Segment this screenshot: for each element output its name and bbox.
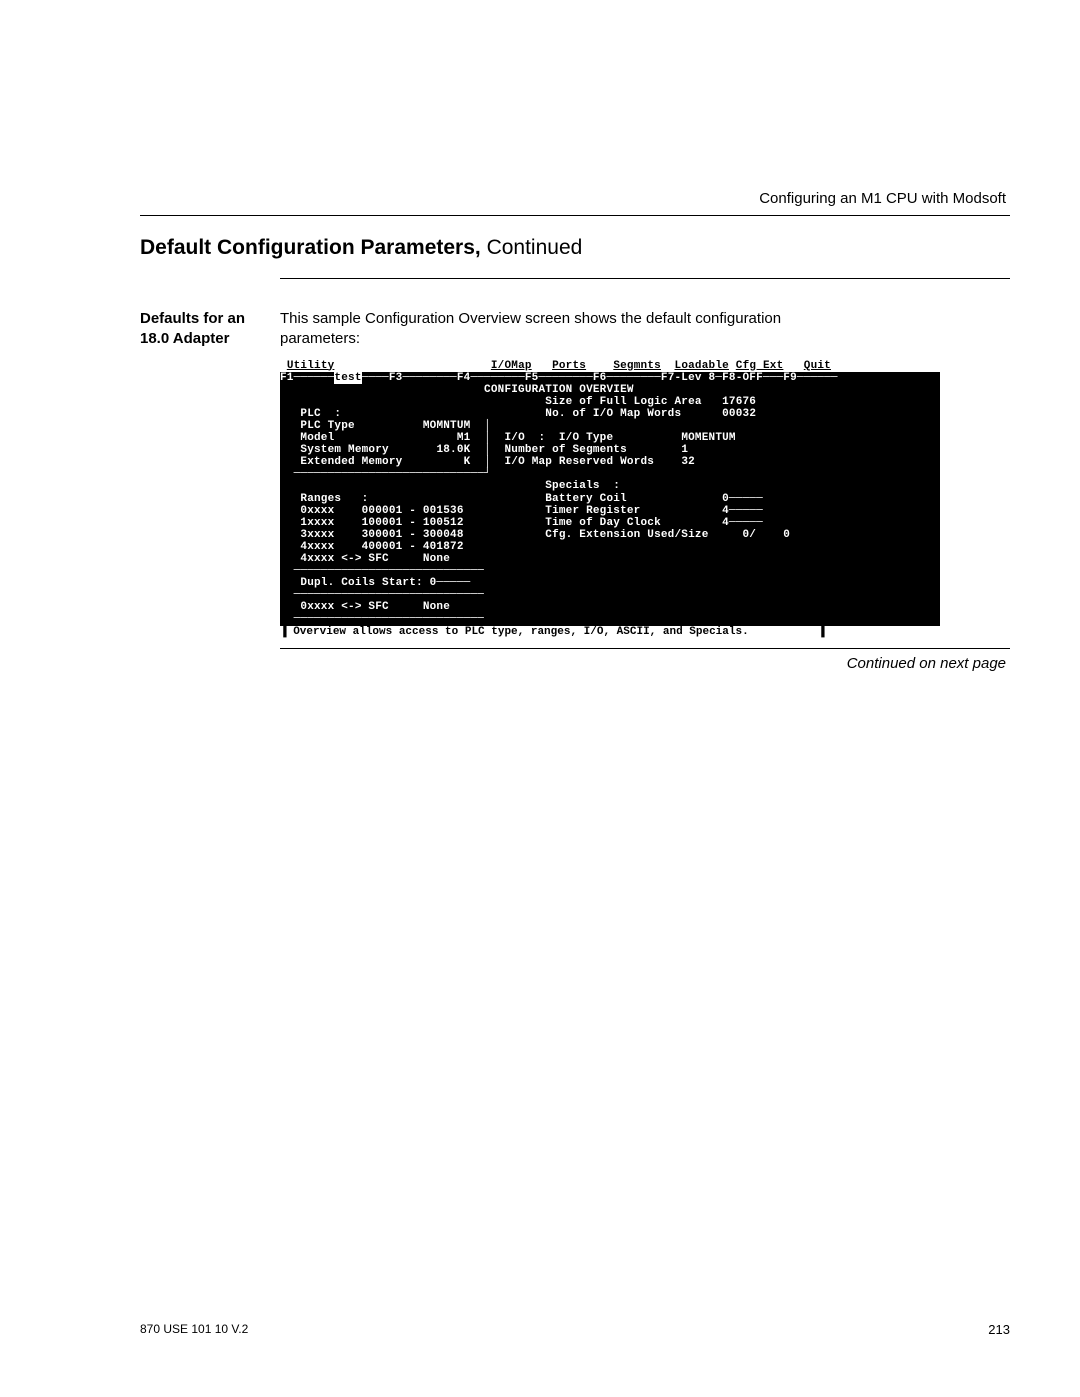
battery-coil: Battery Coil 0─────: [545, 493, 763, 505]
section-title-bold: Default Configuration Parameters,: [140, 236, 481, 259]
range-4: 4xxxx 400001 - 401872: [300, 541, 463, 553]
footer-page-number: 213: [988, 1322, 1010, 1337]
terminal: Utility I/OMap Ports Segmnts Loadable Cf…: [280, 360, 940, 626]
numseg-label: Number of Segments: [504, 444, 626, 456]
menu-utility: Utility: [287, 360, 335, 372]
dupl-coils: Dupl. Coils Start: 0─────: [300, 577, 470, 589]
menu-iomap: I/OMap: [491, 360, 532, 372]
menu-loadable: Loadable: [675, 360, 729, 372]
sysmem-value: 18.0K: [436, 444, 470, 456]
model-value: M1: [457, 432, 471, 444]
section-title: Default Configuration Parameters, Contin…: [140, 236, 1010, 260]
status-text: Overview allows access to PLC type, rang…: [287, 626, 749, 638]
section-title-rest: Continued: [481, 236, 583, 259]
model-label: Model: [300, 432, 334, 444]
sysmem-label: System Memory: [300, 444, 388, 456]
io-map-words-value: 00032: [722, 408, 756, 420]
io-map-words-label: No. of I/O Map Words: [545, 408, 681, 420]
menu-segmnts: Segmnts: [613, 360, 661, 372]
terminal-title: CONFIGURATION OVERVIEW: [484, 384, 634, 396]
ioreserved-value: 32: [681, 456, 695, 468]
footer-doc-id: 870 USE 101 10 V.2: [140, 1322, 248, 1337]
terminal-status-line: ▐ Overview allows access to PLC type, ra…: [280, 626, 940, 638]
running-header: Configuring an M1 CPU with Modsoft: [140, 190, 1006, 207]
content-row: Defaults for an 18.0 Adapter This sample…: [140, 309, 1010, 350]
range-0: 0xxxx 000001 - 001536: [300, 505, 463, 517]
logic-area-label: Size of Full Logic Area: [545, 396, 701, 408]
ranges-header: Ranges :: [300, 493, 368, 505]
tod-clock: Time of Day Clock 4─────: [545, 517, 763, 529]
menu-quit: Quit: [804, 360, 831, 372]
divider-mid: [280, 278, 1010, 279]
io-value: MOMENTUM: [681, 432, 735, 444]
numseg-value: 1: [681, 444, 688, 456]
timer-reg: Timer Register 4─────: [545, 505, 763, 517]
range-sfc: 4xxxx <-> SFC None: [300, 553, 450, 565]
intro-line1: This sample Configuration Overview scree…: [280, 310, 781, 327]
fkey-test: test: [334, 372, 361, 384]
menu-cfgext: Cfg Ext: [736, 360, 784, 372]
continued-note: Continued on next page: [140, 655, 1006, 672]
bottom-sfc: 0xxxx <-> SFC None: [300, 601, 450, 613]
terminal-menu-bar: Utility I/OMap Ports Segmnts Loadable Cf…: [280, 360, 940, 372]
range-3: 3xxxx 300001 - 300048: [300, 529, 463, 541]
terminal-fkeys: F1──────test────F3────────F4────────F5──…: [280, 372, 838, 384]
range-1: 1xxxx 100001 - 100512: [300, 517, 463, 529]
side-label-line1: Defaults for an: [140, 310, 245, 327]
divider-top: [140, 215, 1010, 216]
ioreserved-label: I/O Map Reserved Words: [504, 456, 654, 468]
cfg-ext-size: Cfg. Extension Used/Size 0/ 0: [545, 529, 790, 541]
body-text: This sample Configuration Overview scree…: [280, 309, 1010, 350]
io-label: I/O : I/O Type: [504, 432, 613, 444]
divider-below-terminal: [280, 648, 1010, 649]
plc-label: PLC :: [300, 408, 341, 420]
extmem-label: Extended Memory: [300, 456, 402, 468]
logic-area-value: 17676: [722, 396, 756, 408]
plc-type-label: PLC Type: [300, 420, 354, 432]
terminal-screenshot: Utility I/OMap Ports Segmnts Loadable Cf…: [280, 360, 1010, 638]
side-label: Defaults for an 18.0 Adapter: [140, 309, 260, 350]
plc-type-value: MOMNTUM: [423, 420, 471, 432]
specials-header: Specials :: [545, 480, 620, 492]
side-label-line2: 18.0 Adapter: [140, 330, 229, 347]
intro-line2: parameters:: [280, 330, 360, 347]
menu-ports: Ports: [552, 360, 586, 372]
page: Configuring an M1 CPU with Modsoft Defau…: [0, 0, 1080, 1397]
page-footer: 870 USE 101 10 V.2 213: [140, 1322, 1010, 1337]
extmem-value: K: [464, 456, 471, 468]
